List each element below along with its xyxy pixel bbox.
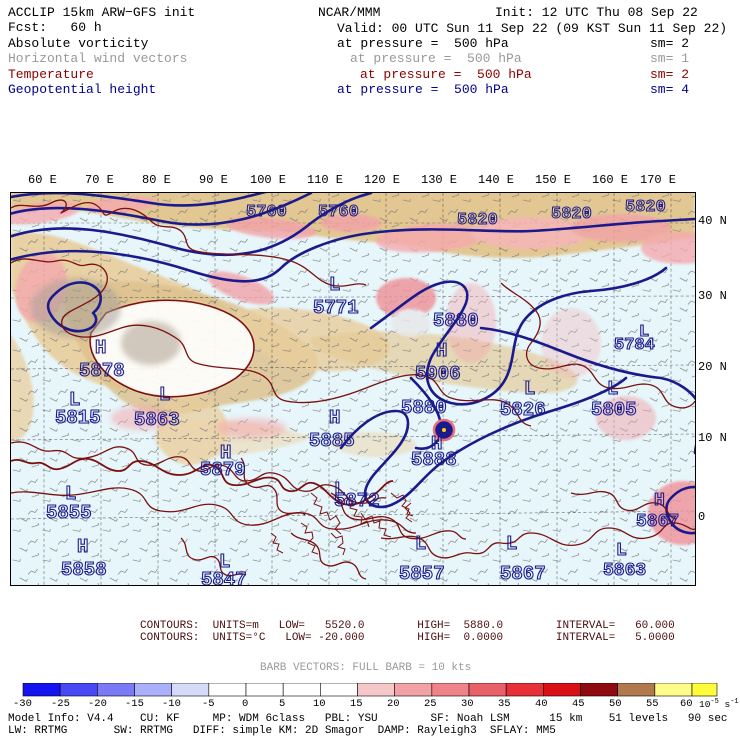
svg-text:5820: 5820 [457,211,498,230]
svg-text:5826: 5826 [500,399,546,421]
svg-text:5888: 5888 [411,449,457,471]
svg-text:5805: 5805 [591,399,637,421]
svg-text:H: H [329,407,340,429]
svg-text:L: L [415,533,426,555]
svg-text:5815: 5815 [55,407,101,429]
svg-text:5847: 5847 [201,569,247,585]
svg-text:5880: 5880 [401,397,447,419]
svg-text:5784: 5784 [614,336,655,355]
svg-text:5858: 5858 [61,559,107,581]
svg-text:H: H [77,536,88,558]
svg-text:5771: 5771 [313,297,359,319]
svg-text:5863: 5863 [603,561,646,581]
svg-text:L: L [524,378,535,400]
svg-text:5855: 5855 [46,502,92,524]
svg-text:5820: 5820 [625,198,666,217]
svg-text:5857: 5857 [399,563,445,585]
svg-text:5906: 5906 [415,363,461,385]
svg-text:5885: 5885 [309,430,355,452]
svg-text:5872: 5872 [334,490,380,512]
svg-text:L: L [506,533,517,555]
svg-text:5867: 5867 [500,563,546,585]
svg-text:L: L [607,378,618,400]
svg-text:5879: 5879 [200,459,246,481]
svg-text:5867: 5867 [636,512,679,532]
svg-text:L: L [329,274,340,296]
svg-text:5760: 5760 [318,203,359,222]
svg-text:H: H [436,340,447,362]
svg-text:5760: 5760 [246,203,287,222]
svg-text:H: H [95,337,106,359]
svg-text:5820: 5820 [551,205,592,224]
svg-text:L: L [159,384,170,406]
svg-text:5878: 5878 [79,360,125,382]
svg-text:L: L [616,541,627,561]
svg-text:H: H [654,491,665,511]
svg-text:5863: 5863 [134,409,180,431]
svg-text:5880: 5880 [433,310,479,332]
